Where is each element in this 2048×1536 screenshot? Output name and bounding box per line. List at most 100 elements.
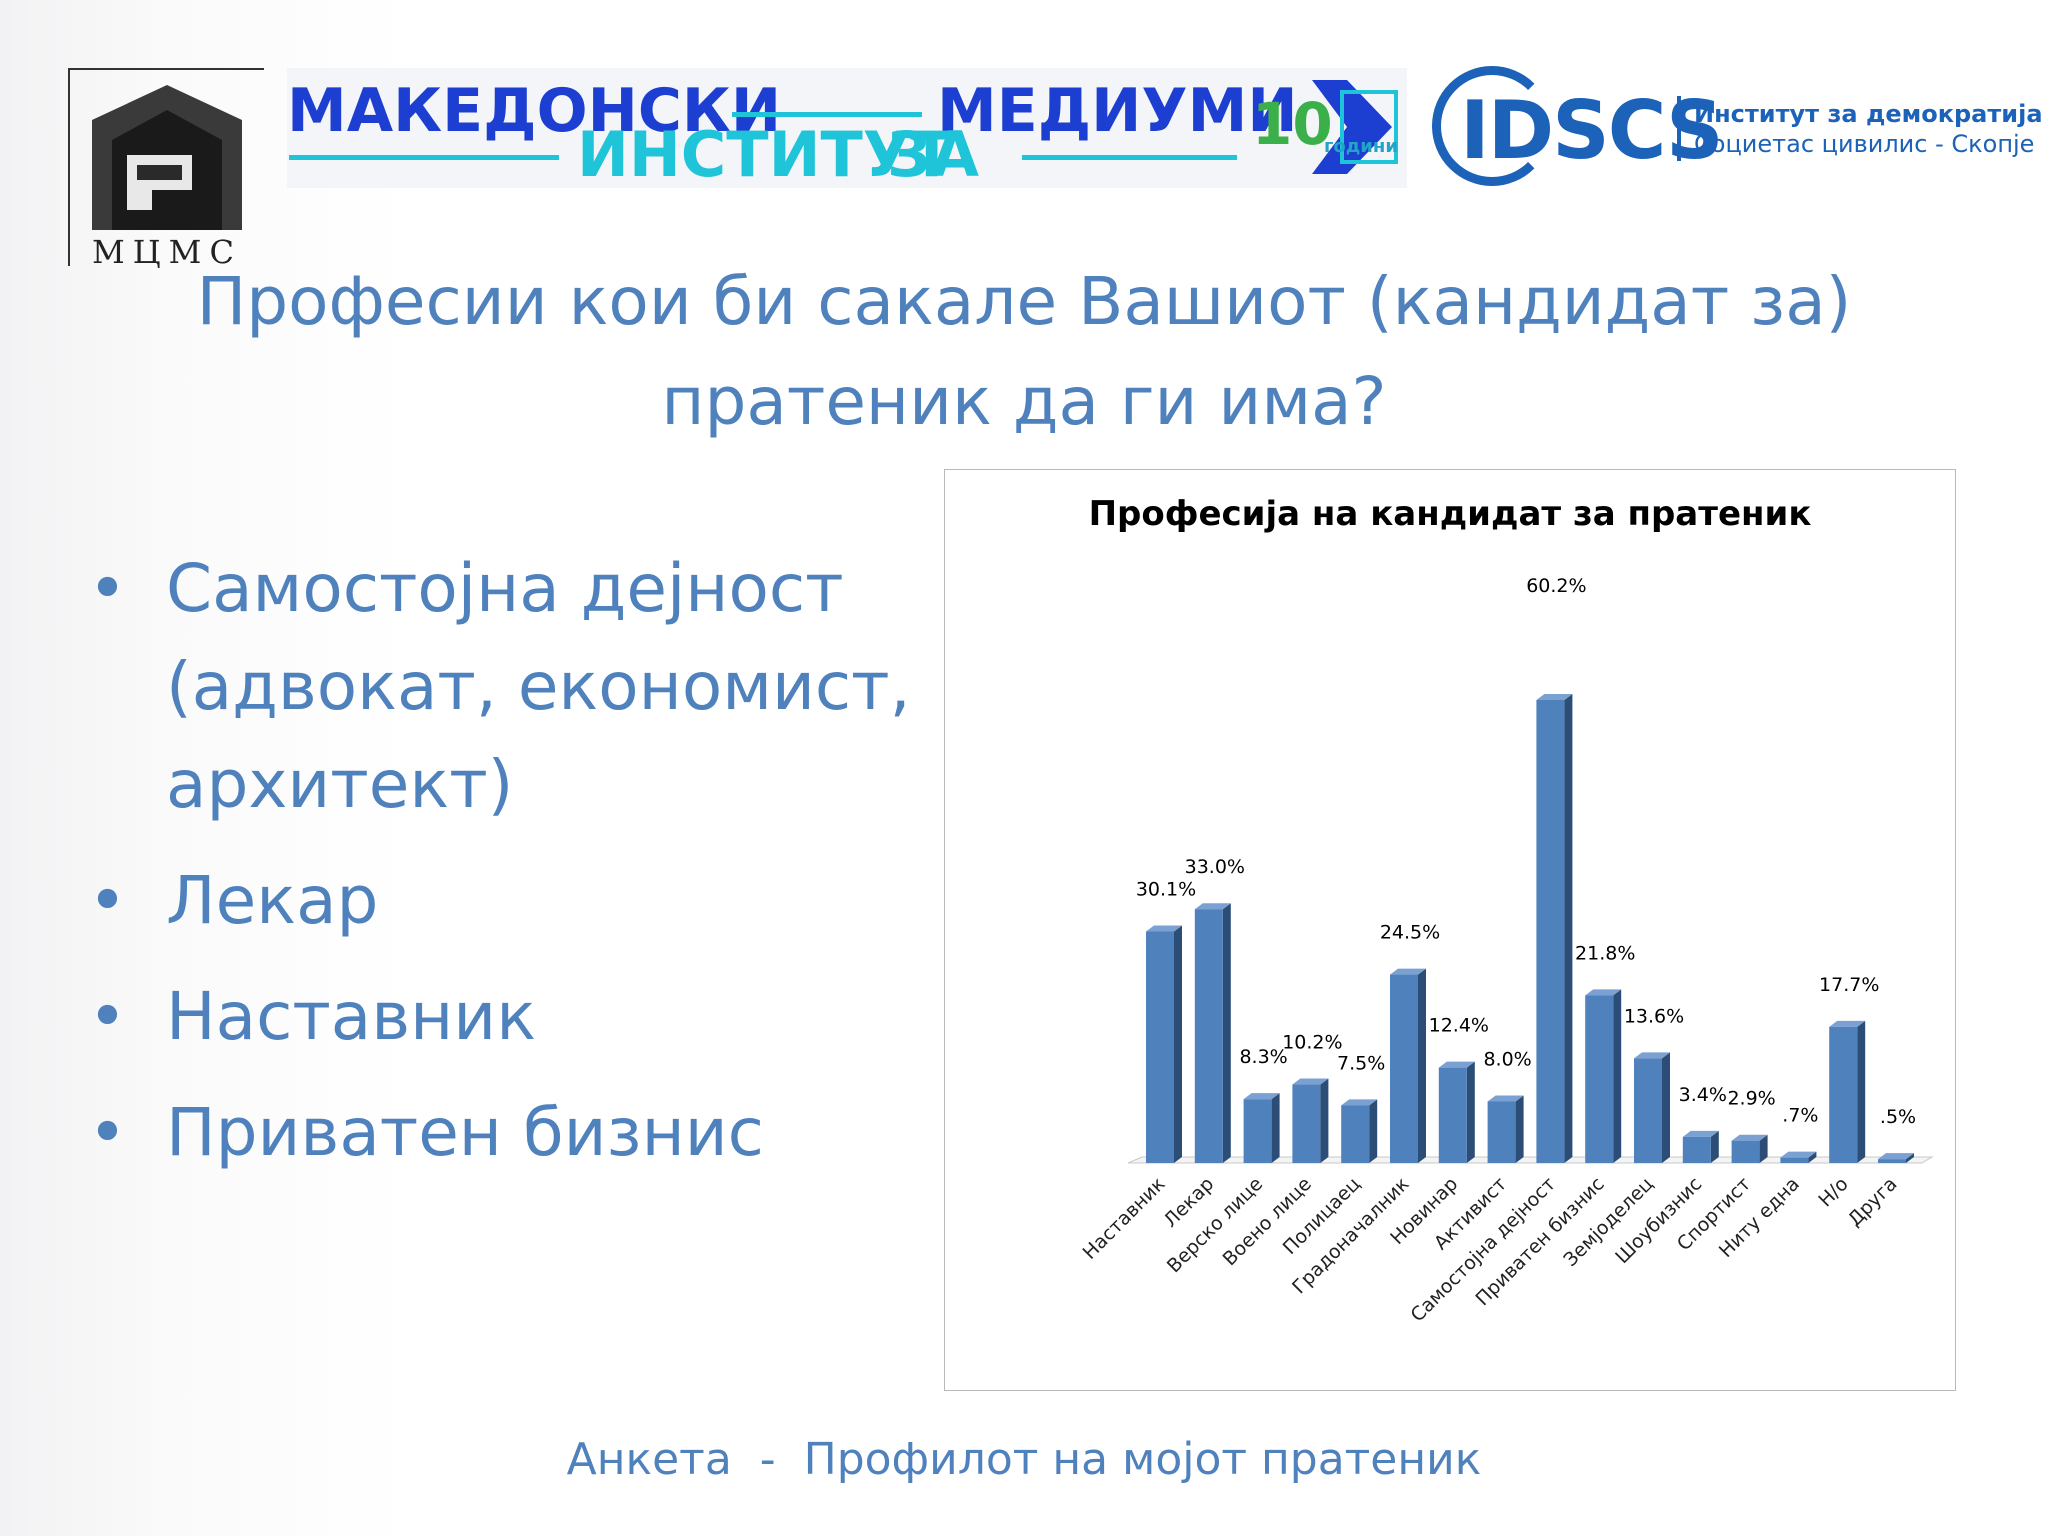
chart-bar-top xyxy=(1634,1052,1670,1059)
chart-bar-side xyxy=(1466,1061,1475,1163)
page-title: Професии кои би сакале Вашиот (кандидат … xyxy=(196,263,1852,440)
chart-bar xyxy=(1634,1058,1662,1163)
anniversary-word: години xyxy=(1324,136,1398,157)
chart-bar-side xyxy=(1174,925,1182,1163)
chart-data-label: 8.3% xyxy=(1239,1046,1287,1068)
idscs-logo: IDSCS Институт за демократија Социетас ц… xyxy=(1432,66,2043,191)
chart-bar-top xyxy=(1438,1061,1475,1068)
chart-data-label: 3.4% xyxy=(1679,1084,1727,1106)
chart-bar-top xyxy=(1536,694,1573,700)
bullet-dot: • xyxy=(88,862,127,939)
chart-bar-top xyxy=(1194,903,1231,910)
idscs-line2: Социетас цивилис - Скопје xyxy=(1694,130,2035,158)
chart-category-label: Друга xyxy=(1844,1173,1902,1231)
idscs-divider xyxy=(1677,96,1681,161)
chart-bar xyxy=(1341,1105,1370,1163)
bullet-dot: • xyxy=(88,550,127,627)
bullet-item: • Лекар xyxy=(88,852,938,950)
mim-logo-word4: ЗА xyxy=(887,118,980,191)
chart-bar xyxy=(1487,1101,1516,1163)
bullet-item: • Приватен бизнис xyxy=(88,1084,938,1182)
chart-data-label: 2.9% xyxy=(1727,1088,1775,1110)
mcms-logo: МЦМС xyxy=(68,68,264,271)
bullet-text: Самостојна дејност (адвокат, економист, … xyxy=(166,550,911,823)
chart-category-label: Наставник xyxy=(1079,1173,1170,1264)
bullet-text: Приватен бизнис xyxy=(166,1094,764,1171)
mim-logo-word2: МЕДИУМИ xyxy=(937,76,1298,146)
idscs-acronym: IDSCS xyxy=(1460,84,1724,177)
mim-logo-word1: МАКЕДОНСКИ xyxy=(287,76,782,146)
chart-bar-top xyxy=(1878,1153,1914,1160)
chart-bar-top xyxy=(1146,925,1182,932)
chart-bar xyxy=(1292,1084,1321,1163)
chart-bar-side xyxy=(1906,1153,1914,1163)
chart-bar-top xyxy=(1243,1093,1280,1100)
chart-bar xyxy=(1682,1136,1711,1163)
chart-data-label: .5% xyxy=(1880,1106,1916,1128)
chart-bar-top xyxy=(1341,1099,1378,1106)
chart-bar-top xyxy=(1292,1078,1329,1085)
chart-bar xyxy=(1146,931,1174,1163)
arrow-icon xyxy=(1312,80,1398,174)
chart-bar-side xyxy=(1613,989,1622,1163)
chart-data-label: 7.5% xyxy=(1337,1052,1385,1074)
chart-bar-side xyxy=(1662,1052,1670,1163)
chart-bar xyxy=(1780,1157,1809,1163)
chart-bar-top xyxy=(1829,1020,1866,1027)
chart-data-label: 21.8% xyxy=(1575,942,1635,964)
bullet-list: • Самостојна дејност (адвокат, економист,… xyxy=(88,540,938,1200)
mim-logo-rule xyxy=(1022,155,1237,160)
idscs-line1: Институт за демократија xyxy=(1694,100,2043,128)
chart-bar-side xyxy=(1564,694,1573,1163)
chart-bar-side xyxy=(1222,903,1231,1163)
chart-bar xyxy=(1243,1099,1272,1163)
chart-bar-top xyxy=(1390,968,1426,975)
chart-bar-side xyxy=(1418,968,1426,1163)
chart-category-label: Н/о xyxy=(1814,1173,1852,1211)
mim-logo-rule xyxy=(732,112,922,117)
chart-data-label: 8.0% xyxy=(1483,1048,1531,1070)
chart-bar-side xyxy=(1369,1099,1378,1163)
chart-bar-side xyxy=(1515,1095,1524,1163)
chart-data-label: 17.7% xyxy=(1819,974,1879,996)
chart-data-label: 33.0% xyxy=(1185,856,1245,878)
chart-data-label: 60.2% xyxy=(1526,575,1586,597)
chart-bar-top xyxy=(1780,1151,1817,1158)
chart-data-label: 30.1% xyxy=(1136,879,1196,901)
chart-title: Професија на кандидат за пратеник xyxy=(1088,494,1812,534)
chart-bar xyxy=(1438,1067,1467,1163)
chart-bar xyxy=(1390,974,1418,1163)
chart-bar-side xyxy=(1320,1078,1329,1163)
chart-bar-side xyxy=(1808,1151,1817,1163)
bullet-dot: • xyxy=(88,978,127,1055)
chart-bar xyxy=(1731,1140,1760,1163)
anniversary-number: 10 xyxy=(1252,90,1333,158)
chart-bar xyxy=(1194,909,1223,1163)
chart-bar-side xyxy=(1710,1130,1719,1163)
chart-bar-top xyxy=(1731,1134,1768,1141)
chart-bar-side xyxy=(1759,1134,1768,1163)
mcms-house-icon xyxy=(92,85,242,230)
mim-logo: МАКЕДОНСКИ МЕДИУМИ ИНСТИТУТ ЗА 10 години xyxy=(287,68,1407,191)
chart-bar xyxy=(1829,1026,1858,1163)
chart-bar-top xyxy=(1682,1130,1719,1137)
bullet-dot: • xyxy=(88,1094,127,1171)
chart-data-label: 10.2% xyxy=(1282,1032,1342,1054)
chart-bar-top xyxy=(1487,1095,1524,1102)
mim-logo-word3: ИНСТИТУТ xyxy=(577,118,953,191)
chart-bar-side xyxy=(1857,1020,1866,1163)
chart-data-label: 24.5% xyxy=(1380,922,1440,944)
mcms-logo-text: МЦМС xyxy=(92,233,242,271)
chart-bar xyxy=(1536,700,1565,1163)
chart-container: Професија на кандидат за пратеник 30.1% Н… xyxy=(944,469,1956,1391)
chart-bar-top xyxy=(1585,989,1622,996)
mim-logo-rule xyxy=(289,155,559,160)
chart-data-label: 12.4% xyxy=(1429,1015,1489,1037)
bullet-item: • Наставник xyxy=(88,968,938,1066)
footer-caption: Анкета - Профилот на мојот пратеник xyxy=(566,1434,1482,1485)
chart-data-label: 13.6% xyxy=(1624,1005,1684,1027)
chart-bar xyxy=(1585,995,1614,1163)
anniversary-badge: 10 години xyxy=(1252,72,1402,182)
idscs-ring-icon xyxy=(1432,66,1552,186)
